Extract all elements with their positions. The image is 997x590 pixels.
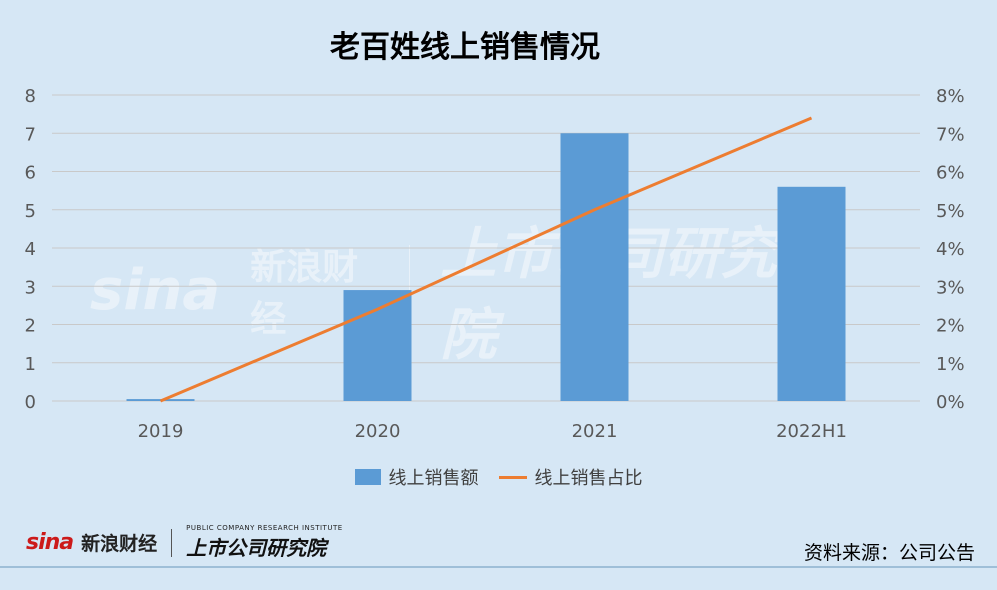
y-left-tick-label: 0 — [25, 392, 36, 413]
legend-item-bar: 线上销售额 — [354, 464, 479, 490]
legend-item-line: 线上销售占比 — [498, 464, 643, 490]
legend-label-line: 线上销售占比 — [534, 468, 643, 489]
bottom-rule — [0, 566, 997, 568]
series-line-online-share — [159, 116, 813, 403]
bar — [777, 186, 846, 401]
x-tick-label: 2021 — [572, 421, 618, 442]
legend-swatch-line — [498, 475, 527, 479]
y-left-tick-label: 4 — [25, 239, 36, 260]
bar — [343, 290, 412, 401]
legend-label-bar: 线上销售额 — [388, 468, 479, 489]
y-right-tick-label: 8% — [936, 86, 965, 107]
chart-svg: 0 1 2 3 4 5 6 7 8 0% 1% 2% 3% 4% 5% 6% 7% 8% 2019 2020 2021 2… — [25, 86, 965, 442]
research-logo-en: PUBLIC COMPANY RESEARCH INSTITUTE — [186, 524, 343, 532]
y-left-tick-label: 8 — [25, 86, 36, 107]
y-left-tick-label: 7 — [25, 124, 36, 145]
y-right-tick-label: 1% — [936, 354, 965, 375]
sina-logo: sina — [26, 530, 74, 555]
y-left-tick-label: 6 — [25, 163, 36, 184]
research-logo: PUBLIC COMPANY RESEARCH INSTITUTE 上市公司研究… — [186, 524, 342, 561]
y-right-tick-label: 3% — [936, 277, 965, 298]
y-left-tick-label: 2 — [25, 316, 36, 337]
x-tick-label: 2019 — [138, 421, 184, 442]
sina-cn-logo: 新浪财经 — [81, 533, 158, 555]
footer-logo: sina 新浪财经 PUBLIC COMPANY RESEARCH INSTIT… — [26, 524, 343, 561]
y-left-tick-label: 1 — [25, 354, 36, 375]
x-tick-label: 2020 — [355, 421, 401, 442]
legend-swatch-bar — [354, 469, 381, 485]
y-left-tick-label: 5 — [25, 201, 36, 222]
y-right-tick-label: 2% — [936, 316, 965, 337]
research-logo-cn: 上市公司研究院 — [186, 536, 327, 560]
y-right-tick-label: 0% — [936, 392, 965, 413]
logo-divider — [171, 528, 173, 557]
x-tick-label: 2022H1 — [776, 421, 847, 442]
source-note: 资料来源：公司公告 — [803, 542, 975, 564]
y-right-tick-label: 5% — [936, 201, 965, 222]
y-left-tick-label: 3 — [25, 277, 36, 298]
y-right-tick-label: 6% — [936, 163, 965, 184]
chart-title: 老百姓线上销售情况 — [330, 30, 600, 65]
bar — [560, 133, 629, 401]
y-right-tick-label: 7% — [936, 124, 965, 145]
y-right-tick-label: 4% — [936, 239, 965, 260]
legend: 线上销售额 线上销售占比 — [0, 464, 997, 490]
